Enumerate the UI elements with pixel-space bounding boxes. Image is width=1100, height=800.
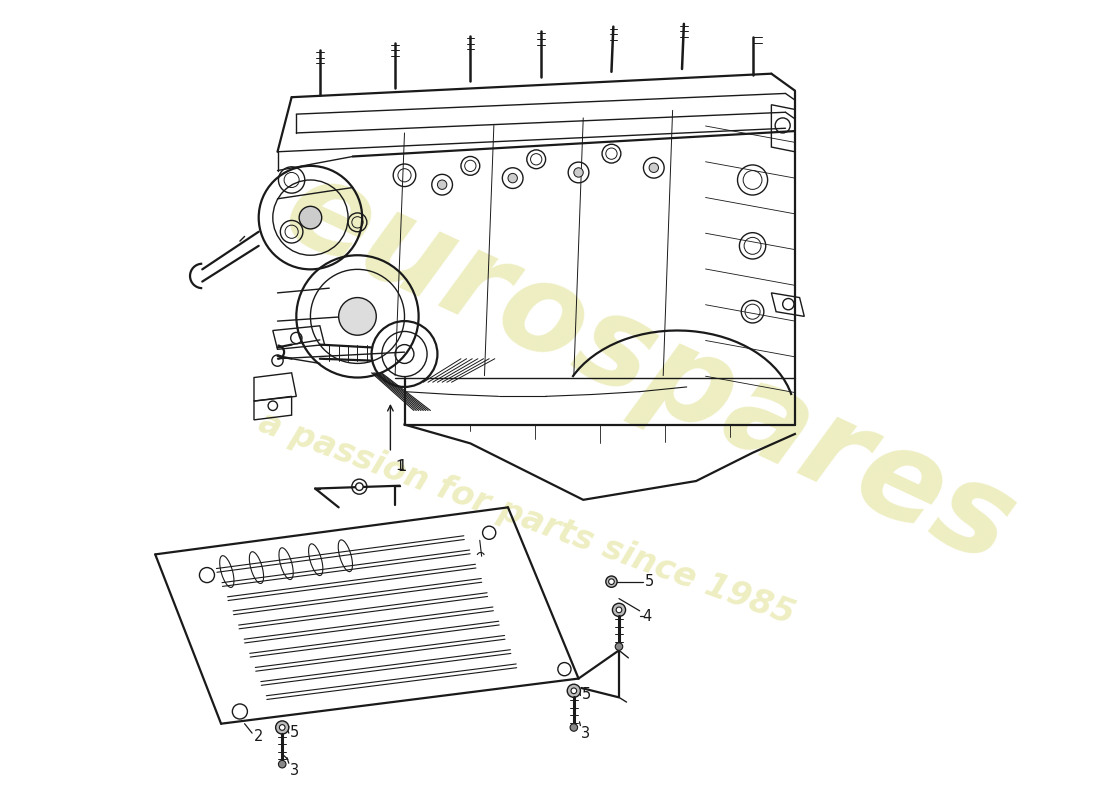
Circle shape (571, 688, 576, 694)
Text: 1: 1 (395, 459, 404, 474)
Text: 3: 3 (289, 763, 299, 778)
Text: 1: 1 (398, 459, 407, 474)
Circle shape (508, 174, 517, 183)
Circle shape (608, 579, 614, 585)
Circle shape (570, 724, 578, 731)
Text: 5: 5 (289, 725, 299, 740)
Text: 4: 4 (642, 609, 652, 624)
Circle shape (276, 721, 289, 734)
Circle shape (339, 298, 376, 335)
Text: a passion for parts since 1985: a passion for parts since 1985 (254, 406, 800, 631)
Circle shape (606, 576, 617, 587)
Circle shape (568, 684, 581, 698)
Circle shape (438, 180, 447, 190)
Circle shape (649, 163, 659, 173)
Text: 5: 5 (582, 687, 591, 702)
Circle shape (574, 168, 583, 177)
Circle shape (278, 761, 286, 768)
Circle shape (613, 603, 626, 617)
Text: eurospares: eurospares (265, 146, 1033, 590)
Text: 5: 5 (645, 574, 653, 589)
Text: 3: 3 (582, 726, 591, 741)
Text: 2: 2 (254, 730, 263, 744)
Circle shape (299, 206, 321, 229)
Circle shape (616, 607, 622, 613)
Circle shape (615, 643, 623, 650)
Circle shape (279, 725, 285, 730)
Circle shape (355, 483, 363, 490)
